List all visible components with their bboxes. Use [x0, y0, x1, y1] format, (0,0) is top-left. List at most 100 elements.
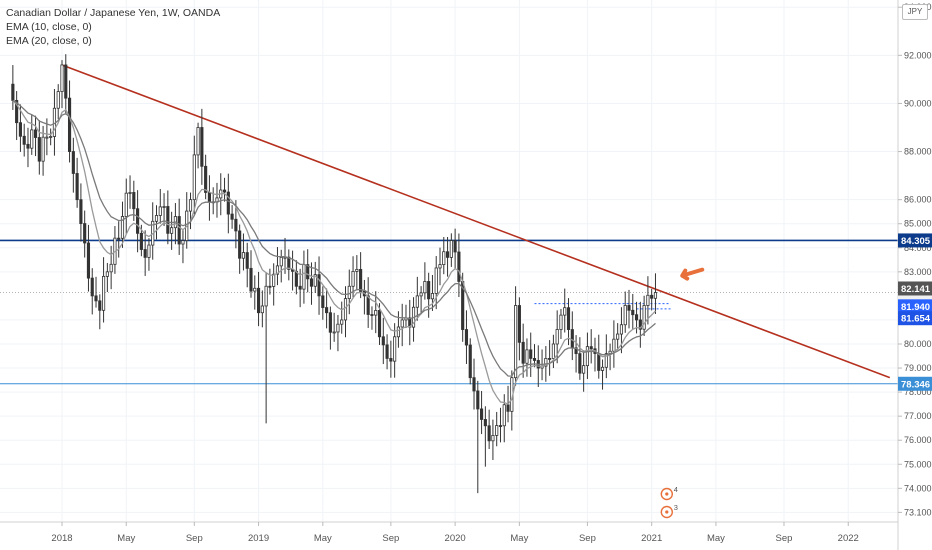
candle-down	[529, 349, 533, 359]
ema-20-line	[12, 99, 656, 377]
candle-up	[340, 319, 344, 325]
candle-down	[631, 309, 635, 316]
time-tick-label: Sep	[579, 533, 596, 544]
candle-up	[147, 244, 151, 258]
candle-down	[268, 285, 272, 288]
candle-down	[306, 264, 310, 280]
candle-up	[181, 240, 185, 245]
candle-down	[634, 314, 639, 321]
candle-up	[60, 64, 64, 92]
candle-down	[94, 295, 98, 302]
candle-up	[608, 350, 612, 355]
price-tick-label: 85.000	[904, 219, 932, 229]
time-axis-bg	[0, 522, 932, 550]
candle-up	[279, 256, 283, 267]
candle-up	[192, 154, 196, 201]
candle-down	[234, 218, 238, 232]
candle-down	[650, 294, 654, 299]
candle-up	[616, 333, 620, 340]
candle-up	[600, 366, 605, 371]
candle-down	[166, 206, 170, 234]
candle-down	[487, 425, 491, 442]
candle-up	[430, 293, 435, 300]
time-tick-label: 2020	[445, 533, 466, 544]
candle-down	[517, 305, 521, 343]
candle-up	[502, 404, 506, 427]
candle-down	[245, 252, 249, 269]
ema10-price-tag-bg	[898, 299, 932, 314]
time-tick-label: May	[510, 533, 528, 544]
candle-up	[275, 265, 280, 275]
price-tick-label: 92.000	[904, 50, 932, 60]
currency-selector[interactable]: JPY	[902, 4, 928, 20]
candle-up	[604, 353, 608, 368]
candle-down	[321, 295, 325, 308]
candle-up	[544, 358, 548, 367]
candle-down	[226, 191, 230, 215]
candle-up	[128, 192, 132, 194]
ema20-price-tag: 81.654	[901, 314, 931, 325]
candle-down	[574, 347, 578, 355]
ema20-price-tag-bg	[898, 311, 932, 326]
candle-down	[75, 173, 79, 201]
event-marker-count: 4	[674, 485, 678, 494]
candle-up	[188, 199, 193, 212]
candle-down	[11, 83, 15, 101]
time-tick-label: Sep	[382, 533, 399, 544]
time-tick-label: 2021	[641, 533, 662, 544]
candle-down	[143, 249, 147, 258]
candle-down	[359, 269, 363, 292]
candle-up	[449, 240, 453, 258]
candle-up	[525, 349, 529, 364]
candle-up	[120, 216, 125, 239]
candle-up	[442, 251, 446, 266]
descending-trendline	[61, 64, 891, 379]
candle-down	[638, 319, 642, 330]
price-tick-label: 78.000	[904, 387, 932, 397]
price-tick-label: 88.000	[904, 147, 932, 157]
candle-down	[566, 307, 571, 330]
candle-down	[589, 346, 593, 350]
resistance-price-tag: 84.305	[901, 236, 931, 247]
price-tick-label: 75.000	[904, 459, 932, 469]
support-price-tag: 78.346	[901, 379, 930, 390]
candle-down	[18, 122, 22, 137]
candle-up	[438, 264, 442, 269]
candle-up	[302, 264, 306, 290]
candle-down	[445, 251, 450, 258]
time-tick-label: May	[707, 533, 725, 544]
candle-down	[457, 251, 461, 282]
time-tick-label: May	[117, 533, 135, 544]
candle-down	[498, 425, 503, 427]
candle-up	[336, 323, 340, 333]
candle-down	[377, 310, 382, 338]
support-price-tag-bg	[898, 376, 932, 391]
candle-down	[177, 216, 181, 245]
time-tick-label: Sep	[776, 533, 793, 544]
candle-up	[347, 285, 351, 300]
candle-down	[83, 223, 87, 244]
candle-down	[26, 143, 30, 149]
candle-up	[623, 305, 627, 326]
candle-up	[434, 267, 438, 294]
candle-down	[570, 329, 574, 349]
price-tick-label: 79.000	[904, 363, 932, 373]
candle-up	[109, 263, 113, 273]
candle-up	[559, 314, 563, 330]
candle-down	[222, 189, 227, 193]
candle-up	[491, 435, 495, 442]
candle-down	[98, 300, 102, 311]
candle-up	[162, 206, 166, 208]
candle-up	[41, 136, 45, 162]
candle-down	[453, 240, 457, 253]
candle-up	[585, 346, 589, 367]
candle-down	[204, 165, 208, 193]
candle-up	[332, 331, 336, 334]
candle-up	[514, 305, 518, 379]
candle-up	[396, 326, 400, 338]
candle-down	[71, 151, 75, 174]
candle-down	[90, 277, 94, 297]
candle-down	[468, 344, 472, 379]
